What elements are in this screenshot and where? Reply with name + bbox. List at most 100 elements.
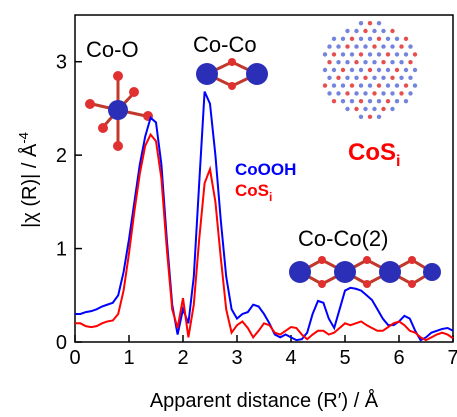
annotation: Co-Co(2)	[298, 226, 388, 251]
lattice-atom	[350, 68, 354, 72]
lattice-atom	[363, 60, 367, 64]
chart: 012345670123CoOOHCoSiCo-OCo-CoCo-Co(2)Co…	[0, 0, 457, 417]
lattice-atom	[359, 52, 363, 56]
lattice-atom	[390, 76, 394, 80]
y-tick-label: 2	[56, 145, 67, 167]
lattice-atom	[363, 44, 367, 48]
lattice-atom	[336, 60, 340, 64]
lattice-atom	[363, 76, 367, 80]
lattice-atom	[408, 44, 412, 48]
oxygen-atom	[228, 82, 236, 90]
lattice-atom	[395, 99, 399, 103]
lattice-atom	[404, 99, 408, 103]
lattice-atom	[363, 91, 367, 95]
y-axis-label-text: |χ (R)| / Å	[18, 143, 41, 228]
lattice-atom	[359, 21, 363, 25]
legend-text: CoOOH	[235, 160, 296, 179]
lattice-atom	[327, 44, 331, 48]
lattice-atom	[323, 83, 327, 87]
cobalt-atom	[196, 63, 218, 85]
lattice-atom	[368, 83, 372, 87]
lattice-atom	[408, 91, 412, 95]
lattice-atom	[395, 68, 399, 72]
lattice-atom	[354, 76, 358, 80]
lattice-atom	[390, 107, 394, 111]
lattice-atom	[399, 76, 403, 80]
lattice-atom	[332, 52, 336, 56]
annotation: Co-Co	[193, 32, 257, 57]
y-tick-label: 3	[56, 52, 67, 74]
lattice-atom	[399, 60, 403, 64]
lattice-atom	[327, 91, 331, 95]
lattice-atom	[390, 60, 394, 64]
lattice-atom	[341, 37, 345, 41]
lattice-atom	[381, 76, 385, 80]
lattice-atom	[404, 52, 408, 56]
lattice-atom	[354, 60, 358, 64]
lattice-atom	[377, 83, 381, 87]
legend-subscript: i	[269, 190, 272, 204]
lattice-atom	[341, 83, 345, 87]
lattice-atom	[345, 107, 349, 111]
x-tick-label: 4	[285, 347, 296, 369]
lattice-atom	[354, 29, 358, 33]
lattice-atom	[377, 21, 381, 25]
lattice-atom	[336, 44, 340, 48]
lattice-atom	[413, 83, 417, 87]
data-line	[75, 92, 453, 341]
lattice-atom	[399, 44, 403, 48]
lattice-atom	[345, 44, 349, 48]
lattice-atom	[363, 29, 367, 33]
legend-label: CoSi	[235, 181, 272, 204]
lattice-atom	[404, 68, 408, 72]
inset-subscript: i	[396, 153, 400, 170]
lattice-atom	[377, 37, 381, 41]
lattice-icon	[323, 21, 417, 119]
lattice-atom	[386, 52, 390, 56]
lattice-atom	[372, 29, 376, 33]
lattice-atom	[341, 52, 345, 56]
lattice-atom	[345, 91, 349, 95]
lattice-atom	[354, 44, 358, 48]
lattice-atom	[390, 44, 394, 48]
lattice-atom	[345, 76, 349, 80]
lattice-atom	[399, 91, 403, 95]
lattice-atom	[359, 99, 363, 103]
lattice-atom	[345, 60, 349, 64]
lattice-atom	[404, 83, 408, 87]
legend-text: CoS	[235, 181, 269, 200]
lattice-atom	[336, 91, 340, 95]
lattice-atom	[363, 107, 367, 111]
lattice-atom	[390, 91, 394, 95]
lattice-atom	[372, 76, 376, 80]
lattice-atom	[332, 68, 336, 72]
x-tick-label: 0	[69, 347, 80, 369]
lattice-atom	[377, 68, 381, 72]
lattice-atom	[345, 29, 349, 33]
y-tick-label: 0	[56, 332, 67, 354]
lattice-atom	[332, 37, 336, 41]
lattice-atom	[413, 68, 417, 72]
lattice-atom	[386, 37, 390, 41]
oxygen-atom	[228, 58, 236, 66]
lattice-atom	[395, 37, 399, 41]
lattice-atom	[323, 52, 327, 56]
lattice-atom	[408, 60, 412, 64]
inset-label: CoSi	[348, 139, 400, 170]
lattice-atom	[377, 52, 381, 56]
lattice-atom	[368, 115, 372, 119]
lattice-atom	[350, 99, 354, 103]
x-tick-label: 7	[447, 347, 457, 369]
lattice-atom	[386, 99, 390, 103]
lattice-atom	[408, 76, 412, 80]
lattice-atom	[377, 99, 381, 103]
lattice-atom	[350, 37, 354, 41]
lattice-atom	[381, 91, 385, 95]
lattice-atom	[395, 52, 399, 56]
x-tick-label: 2	[177, 347, 188, 369]
lattice-atom	[386, 83, 390, 87]
lattice-atom	[372, 91, 376, 95]
lattice-atom	[341, 68, 345, 72]
lattice-atom	[390, 29, 394, 33]
lattice-atom	[368, 99, 372, 103]
